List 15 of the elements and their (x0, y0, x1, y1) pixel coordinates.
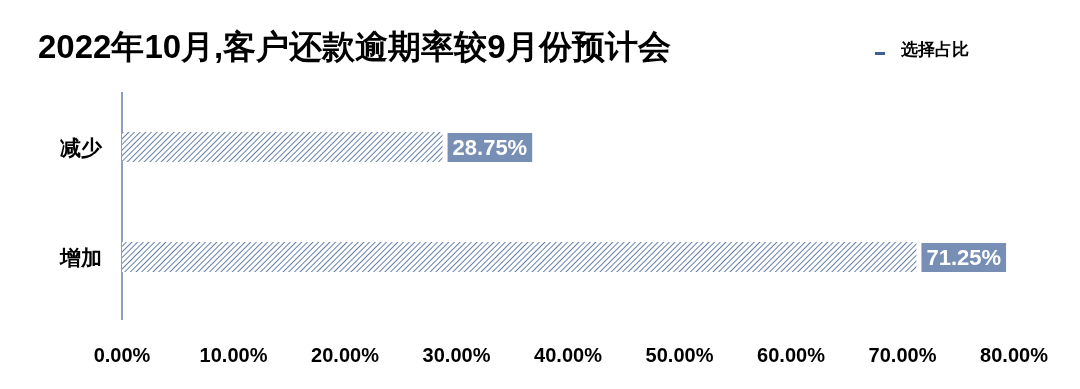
x-tick-label: 80.00% (980, 344, 1049, 366)
x-tick-label: 20.00% (311, 344, 380, 366)
x-tick-label: 10.00% (199, 344, 268, 366)
chart-title: 2022年10月,客户还款逾期率较9月份预计会 (38, 28, 671, 65)
x-tick-label: 60.00% (757, 344, 826, 366)
x-tick-label: 0.00% (93, 344, 151, 366)
x-tick-label: 70.00% (868, 344, 937, 366)
y-tick-label: 增加 (59, 246, 102, 269)
x-tick-label: 30.00% (422, 344, 491, 366)
data-label: 71.25% (926, 245, 1002, 270)
y-tick-label: 减少 (60, 136, 103, 159)
x-tick-label: 40.00% (534, 344, 603, 366)
x-tick-label: 50.00% (645, 344, 714, 366)
data-label: 28.75% (452, 135, 528, 160)
text: 选择占比 (900, 40, 969, 59)
